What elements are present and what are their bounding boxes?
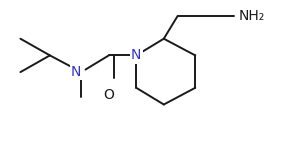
Text: NH₂: NH₂ [238, 9, 265, 23]
Text: N: N [131, 48, 141, 62]
Text: N: N [71, 65, 81, 79]
Text: O: O [103, 88, 114, 102]
